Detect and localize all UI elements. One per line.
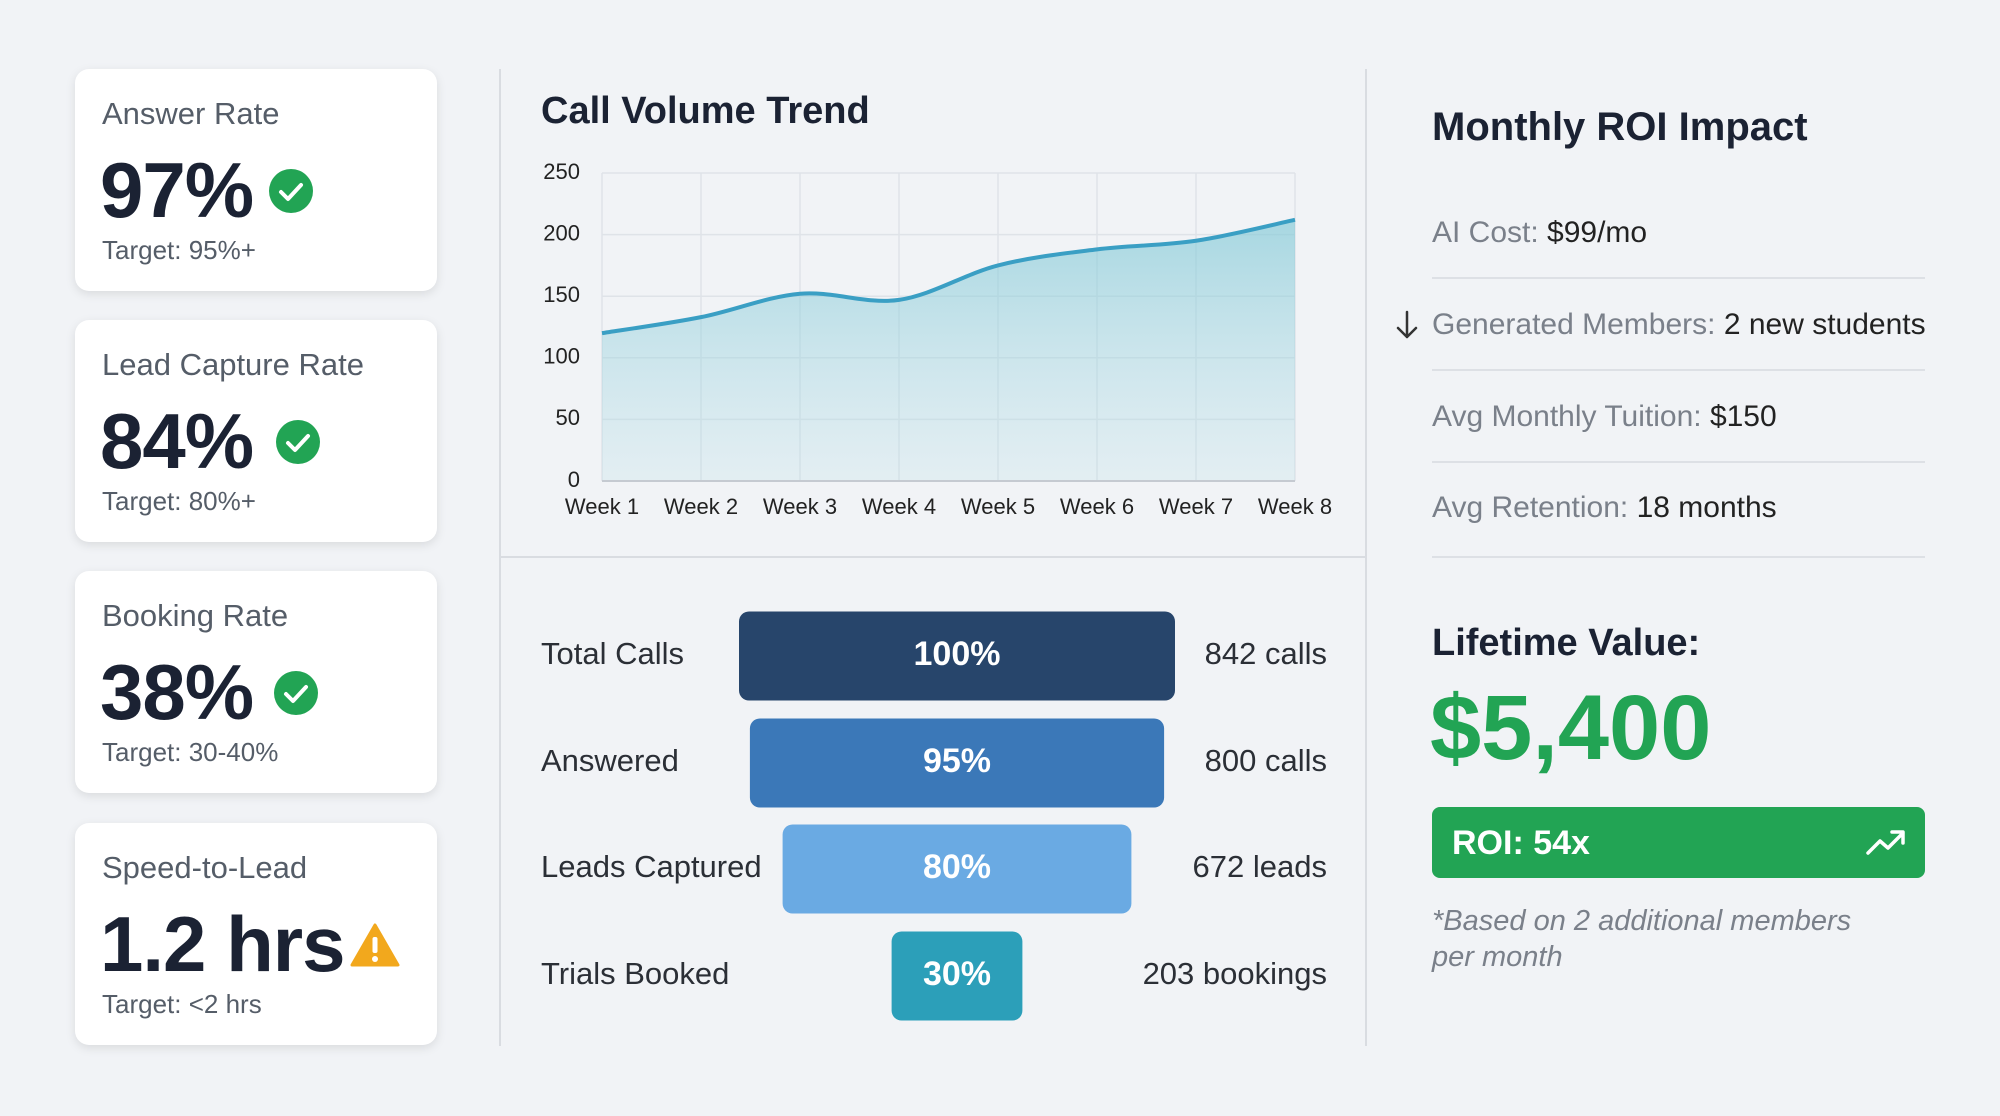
funnel-value: 80% <box>923 848 991 886</box>
roi-row: AI Cost: $99/mo <box>1432 216 1647 250</box>
lifetime-label: Lifetime Value: <box>1432 622 1701 664</box>
footnote: *Based on 2 additional members per month <box>1432 905 1852 973</box>
funnel-count: 203 bookings <box>1143 956 1327 991</box>
x-tick-label: Week 7 <box>1159 494 1233 519</box>
funnel-value: 30% <box>923 955 991 993</box>
funnel-bar <box>749 718 1165 808</box>
funnel-count: 800 calls <box>1205 743 1327 778</box>
roi-row: Avg Monthly Tuition: $150 <box>1432 400 1777 434</box>
roi-row: Avg Retention: 18 months <box>1432 491 1777 525</box>
kpi-card: Lead Capture Rate 84% Target: 80%+ <box>75 320 437 542</box>
roi-title: Monthly ROI Impact <box>1432 105 1808 149</box>
kpi-target: Target: <2 hrs <box>102 989 262 1019</box>
kpi-label: Answer Rate <box>102 96 280 131</box>
funnel-count: 672 leads <box>1193 849 1327 884</box>
kpi-label: Lead Capture Rate <box>102 347 364 382</box>
lifetime-value: $5,400 <box>1430 677 1712 779</box>
separator <box>1432 556 1925 558</box>
x-tick-label: Week 8 <box>1258 494 1332 519</box>
funnel-bar <box>891 931 1023 1021</box>
kpi-value: 97% <box>100 146 254 234</box>
roi-label: Generated Members: <box>1432 308 1716 341</box>
chart-title: Call Volume Trend <box>541 90 870 132</box>
roi-value: $99/mo <box>1547 216 1648 249</box>
kpi-card: Booking Rate 38% Target: 30-40% <box>75 571 437 793</box>
y-tick-label: 250 <box>543 159 580 184</box>
separator <box>1432 461 1925 463</box>
roi-label: Avg Retention: <box>1432 491 1629 524</box>
kpi-card: Speed-to-Lead 1.2 hrs Target: <2 hrs <box>75 823 437 1045</box>
down-arrow-icon <box>1396 310 1418 339</box>
funnel-bar <box>782 824 1132 914</box>
roi-text: ROI: 54x <box>1452 824 1590 862</box>
x-tick-label: Week 6 <box>1060 494 1134 519</box>
check-icon <box>274 671 318 715</box>
kpi-target: Target: 30-40% <box>102 737 279 767</box>
y-tick-label: 200 <box>543 220 580 245</box>
kpi-label: Speed-to-Lead <box>102 850 308 885</box>
funnel: Total Calls 100% 842 calls Answered 95% 800 c… <box>541 611 1327 1021</box>
kpi-value: 38% <box>100 648 254 736</box>
funnel-value: 100% <box>914 635 1001 673</box>
roi-value: 2 new students <box>1723 308 1926 341</box>
funnel-label: Answered <box>541 743 679 778</box>
roi-label: AI Cost: <box>1432 216 1539 249</box>
y-tick-label: 100 <box>543 344 580 369</box>
check-icon <box>276 420 320 464</box>
y-tick-label: 0 <box>568 467 580 492</box>
kpi-target: Target: 80%+ <box>102 486 256 516</box>
roi-badge: ROI: 54x <box>1432 807 1925 878</box>
roi-label: Avg Monthly Tuition: <box>1432 400 1702 433</box>
x-tick-label: Week 2 <box>664 494 738 519</box>
y-tick-label: 150 <box>543 282 580 307</box>
kpi-value: 1.2 hrs <box>100 900 345 988</box>
check-icon <box>269 169 313 213</box>
kpi-value: 84% <box>100 397 254 485</box>
funnel-label: Trials Booked <box>541 956 729 991</box>
x-tick-label: Week 4 <box>862 494 936 519</box>
kpi-target: Target: 95%+ <box>102 235 256 265</box>
roi-value: 18 months <box>1636 491 1777 524</box>
warning-icon <box>350 923 400 967</box>
funnel-label: Total Calls <box>541 636 684 671</box>
trend-icon <box>1866 830 1905 855</box>
line <box>601 217 1296 336</box>
roi-value: $150 <box>1709 400 1777 433</box>
separator <box>1432 369 1925 371</box>
kpi-card: Answer Rate 97% Target: 95%+ <box>75 69 437 291</box>
x-tick-label: Week 5 <box>961 494 1035 519</box>
funnel-label: Leads Captured <box>541 849 762 884</box>
x-tick-label: Week 1 <box>565 494 639 519</box>
roi-row: Generated Members: 2 new students <box>1432 308 1926 342</box>
kpi-label: Booking Rate <box>102 598 289 633</box>
y-tick-label: 50 <box>556 405 580 430</box>
separator <box>1432 277 1925 279</box>
x-tick-label: Week 3 <box>763 494 837 519</box>
funnel-value: 95% <box>923 742 991 780</box>
funnel-count: 842 calls <box>1205 636 1327 671</box>
area <box>602 219 1295 482</box>
funnel-bar <box>739 611 1175 701</box>
